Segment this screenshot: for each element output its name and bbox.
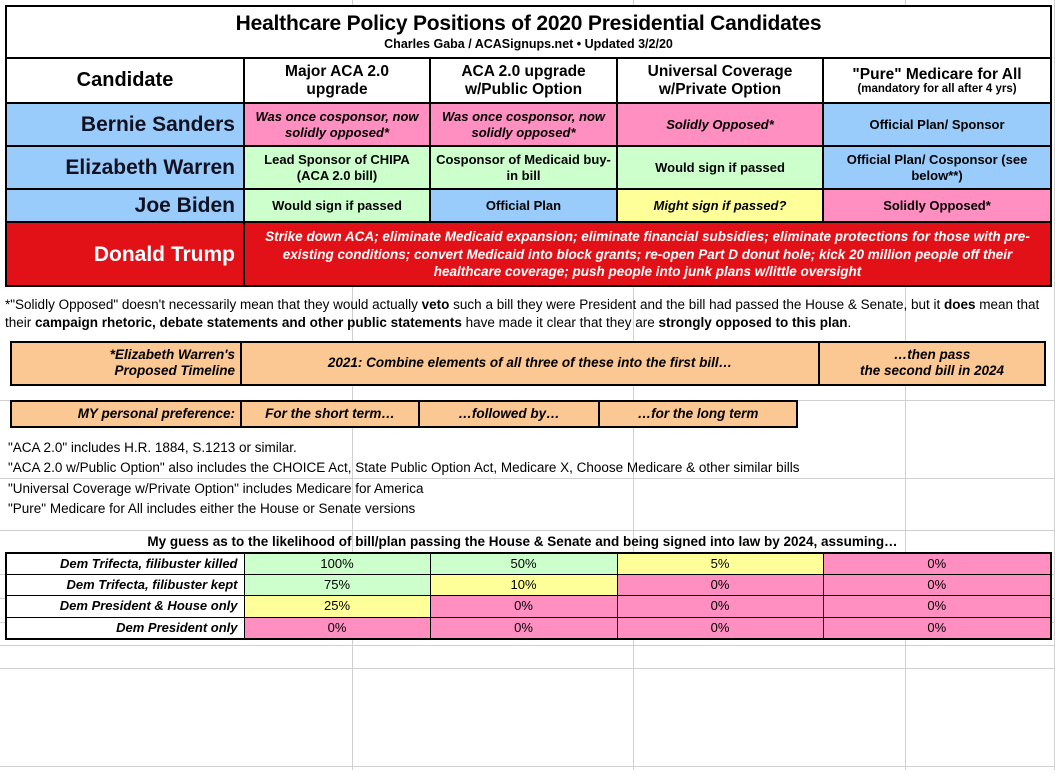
solidly-opposed-footnote: *"Solidly Opposed" doesn't necessarily m…	[5, 296, 1050, 332]
likelihood-trifecta-killed-universal-coverage: 5%	[617, 553, 823, 575]
likelihood-row-label-trifecta-kept: Dem Trifecta, filibuster kept	[6, 575, 244, 596]
footnote-part-5: .	[847, 315, 851, 330]
likelihood-trifecta-kept-public-option: 10%	[430, 575, 617, 596]
table-row: Bernie Sanders Was once cosponsor, now s…	[6, 103, 1051, 146]
preference-followed-by: …followed by…	[419, 401, 599, 427]
cell-sanders-aca2: Was once cosponsor, now solidly opposed*	[244, 103, 430, 146]
definitions-list: "ACA 2.0" includes H.R. 1884, S.1213 or …	[8, 438, 1055, 520]
definition-aca2-public-option: "ACA 2.0 w/Public Option" also includes …	[8, 458, 1055, 479]
column-header-medicare-for-all: "Pure" Medicare for All (mandatory for a…	[823, 58, 1051, 103]
preference-short-term: For the short term…	[241, 401, 419, 427]
likelihood-president-house-universal-coverage: 0%	[617, 596, 823, 617]
candidate-name-trump: Donald Trump	[6, 222, 244, 286]
candidate-name-biden: Joe Biden	[6, 189, 244, 222]
timeline-second-bill-line1: …then pass	[894, 347, 971, 362]
table-row: Elizabeth Warren Lead Sponsor of CHIPA (…	[6, 146, 1051, 189]
page-title: Healthcare Policy Positions of 2020 Pres…	[7, 12, 1050, 36]
footnote-part-1: *"Solidly Opposed" doesn't necessarily m…	[5, 297, 422, 312]
likelihood-trifecta-killed-public-option: 50%	[430, 553, 617, 575]
table-row: Joe Biden Would sign if passed Official …	[6, 189, 1051, 222]
likelihood-trifecta-kept-universal-coverage: 0%	[617, 575, 823, 596]
timeline-row: *Elizabeth Warren's Proposed Timeline 20…	[11, 342, 1045, 384]
cell-warren-medicare-for-all: Official Plan/ Cosponsor (see below**)	[823, 146, 1051, 189]
table-row: Dem President & House only 25% 0% 0% 0%	[6, 596, 1051, 617]
footnote-bold-rhetoric: campaign rhetoric, debate statements and…	[35, 315, 462, 330]
candidate-name-sanders: Bernie Sanders	[6, 103, 244, 146]
likelihood-president-house-medicare-for-all: 0%	[823, 596, 1051, 617]
column-header-public-option-line2: w/Public Option	[465, 81, 582, 98]
column-header-aca2-line1: Major ACA 2.0	[285, 63, 389, 80]
cell-biden-universal-coverage: Might sign if passed?	[617, 189, 823, 222]
cell-biden-medicare-for-all: Solidly Opposed*	[823, 189, 1051, 222]
likelihood-row-label-president-only: Dem President only	[6, 617, 244, 639]
footnote-part-2: such a bill they were President and the …	[449, 297, 944, 312]
timeline-first-bill: 2021: Combine elements of all three of t…	[241, 342, 819, 384]
timeline-second-bill-line2: the second bill in 2024	[860, 363, 1004, 378]
likelihood-row-label-president-house: Dem President & House only	[6, 596, 244, 617]
footnote-part-4: have made it clear that they are	[462, 315, 659, 330]
footnote-bold-does: does	[944, 297, 976, 312]
title-row: Healthcare Policy Positions of 2020 Pres…	[6, 6, 1051, 58]
likelihood-trifecta-kept-medicare-for-all: 0%	[823, 575, 1051, 596]
cell-sanders-medicare-for-all: Official Plan/ Sponsor	[823, 103, 1051, 146]
cell-warren-universal-coverage: Would sign if passed	[617, 146, 823, 189]
cell-trump-positions: Strike down ACA; eliminate Medicaid expa…	[244, 222, 1051, 286]
table-row: Donald Trump Strike down ACA; eliminate …	[6, 222, 1051, 286]
cell-warren-aca2: Lead Sponsor of CHIPA (ACA 2.0 bill)	[244, 146, 430, 189]
warren-timeline-table: *Elizabeth Warren's Proposed Timeline 20…	[10, 341, 1046, 385]
title-cell: Healthcare Policy Positions of 2020 Pres…	[6, 6, 1051, 58]
timeline-label-line2: Proposed Timeline	[114, 363, 235, 378]
likelihood-heading: My guess as to the likelihood of bill/pl…	[0, 534, 1045, 549]
column-header-aca2: Major ACA 2.0 upgrade	[244, 58, 430, 103]
column-header-medicare-for-all-line1: "Pure" Medicare for All	[852, 66, 1021, 83]
likelihood-president-only-universal-coverage: 0%	[617, 617, 823, 639]
preference-long-term: …for the long term	[599, 401, 797, 427]
policy-chart-page: Healthcare Policy Positions of 2020 Pres…	[0, 5, 1055, 640]
page-subtitle: Charles Gaba / ACASignups.net • Updated …	[7, 38, 1050, 52]
personal-preference-table: MY personal preference: For the short te…	[10, 400, 798, 428]
footnote-bold-veto: veto	[422, 297, 450, 312]
likelihood-trifecta-kept-aca2: 75%	[244, 575, 430, 596]
column-header-medicare-for-all-line2: (mandatory for all after 4 yrs)	[827, 83, 1047, 96]
likelihood-president-house-aca2: 25%	[244, 596, 430, 617]
column-header-candidate: Candidate	[6, 58, 244, 103]
table-row: Dem Trifecta, filibuster killed 100% 50%…	[6, 553, 1051, 575]
cell-sanders-public-option: Was once cosponsor, now solidly opposed*	[430, 103, 617, 146]
table-row: Dem Trifecta, filibuster kept 75% 10% 0%…	[6, 575, 1051, 596]
column-header-public-option-line1: ACA 2.0 upgrade	[461, 63, 585, 80]
timeline-label-line1: *Elizabeth Warren's	[110, 347, 235, 362]
column-header-universal-coverage: Universal Coverage w/Private Option	[617, 58, 823, 103]
likelihood-trifecta-killed-aca2: 100%	[244, 553, 430, 575]
definition-aca2: "ACA 2.0" includes H.R. 1884, S.1213 or …	[8, 438, 1055, 459]
column-header-public-option: ACA 2.0 upgrade w/Public Option	[430, 58, 617, 103]
main-policy-table: Healthcare Policy Positions of 2020 Pres…	[5, 5, 1052, 287]
cell-biden-aca2: Would sign if passed	[244, 189, 430, 222]
column-header-aca2-line2: upgrade	[306, 81, 367, 98]
cell-sanders-universal-coverage: Solidly Opposed*	[617, 103, 823, 146]
cell-biden-public-option: Official Plan	[430, 189, 617, 222]
likelihood-president-only-aca2: 0%	[244, 617, 430, 639]
likelihood-president-house-public-option: 0%	[430, 596, 617, 617]
column-header-universal-coverage-line1: Universal Coverage	[648, 63, 793, 80]
column-header-universal-coverage-line2: w/Private Option	[659, 81, 781, 98]
definition-universal-coverage: "Universal Coverage w/Private Option" in…	[8, 479, 1055, 500]
likelihood-president-only-public-option: 0%	[430, 617, 617, 639]
column-header-row: Candidate Major ACA 2.0 upgrade ACA 2.0 …	[6, 58, 1051, 103]
timeline-label: *Elizabeth Warren's Proposed Timeline	[11, 342, 241, 384]
footnote-bold-strongly-opposed: strongly opposed to this plan	[658, 315, 847, 330]
likelihood-president-only-medicare-for-all: 0%	[823, 617, 1051, 639]
likelihood-row-label-trifecta-killed: Dem Trifecta, filibuster killed	[6, 553, 244, 575]
preference-label: MY personal preference:	[11, 401, 241, 427]
likelihood-table: Dem Trifecta, filibuster killed 100% 50%…	[5, 552, 1052, 640]
timeline-second-bill: …then pass the second bill in 2024	[819, 342, 1045, 384]
definition-medicare-for-all: "Pure" Medicare for All includes either …	[8, 499, 1055, 520]
preference-row: MY personal preference: For the short te…	[11, 401, 797, 427]
table-row: Dem President only 0% 0% 0% 0%	[6, 617, 1051, 639]
candidate-name-warren: Elizabeth Warren	[6, 146, 244, 189]
likelihood-trifecta-killed-medicare-for-all: 0%	[823, 553, 1051, 575]
cell-warren-public-option: Cosponsor of Medicaid buy-in bill	[430, 146, 617, 189]
